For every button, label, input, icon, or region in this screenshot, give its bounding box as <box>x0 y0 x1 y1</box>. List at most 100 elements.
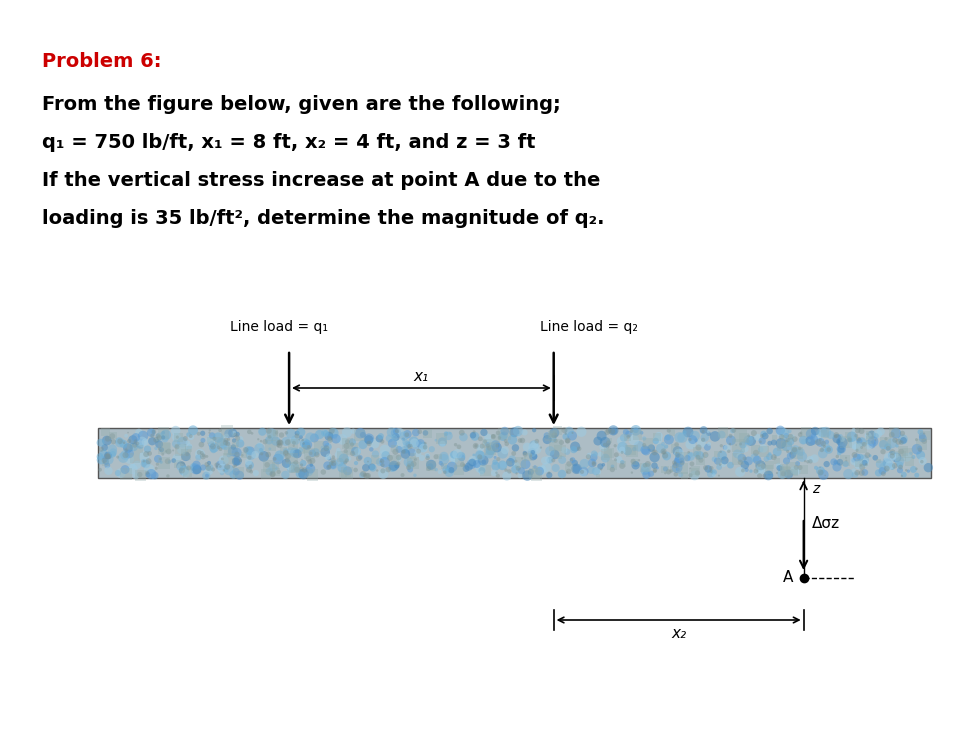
Point <box>550 425 565 437</box>
Point <box>385 462 401 473</box>
Point <box>185 424 201 436</box>
Point <box>701 426 716 437</box>
Point <box>848 441 863 453</box>
Point <box>846 424 861 436</box>
Point <box>112 435 127 447</box>
Point <box>368 453 383 465</box>
Point <box>411 445 426 457</box>
Point <box>914 430 930 442</box>
Point <box>332 456 348 468</box>
Point <box>334 451 350 463</box>
Point <box>178 451 194 462</box>
Point <box>295 434 311 446</box>
Point <box>331 449 347 461</box>
Point <box>564 453 579 465</box>
Point <box>357 469 372 481</box>
Point <box>122 448 137 459</box>
Point <box>389 425 405 437</box>
Point <box>631 454 647 466</box>
Point <box>270 437 286 449</box>
Point <box>189 464 205 476</box>
Point <box>480 439 496 451</box>
Point <box>626 434 642 446</box>
Point <box>453 451 468 462</box>
Point <box>265 462 280 474</box>
Point <box>96 447 112 459</box>
Point <box>253 444 269 456</box>
Point <box>909 443 925 455</box>
Point <box>853 451 868 463</box>
Point <box>262 434 277 446</box>
Point <box>599 448 614 460</box>
Point <box>158 429 173 441</box>
Point <box>768 455 784 467</box>
Point <box>388 426 404 437</box>
Point <box>880 458 896 470</box>
Point <box>261 425 276 437</box>
Point <box>397 444 413 456</box>
Point <box>647 451 662 463</box>
Point <box>874 465 890 477</box>
Point <box>201 457 217 469</box>
Point <box>609 449 624 461</box>
Point <box>562 462 577 473</box>
Point <box>489 440 505 451</box>
Point <box>894 437 909 448</box>
Point <box>125 441 141 453</box>
Point <box>615 458 631 470</box>
Point <box>477 436 493 448</box>
Point <box>796 434 811 446</box>
Point <box>580 451 596 463</box>
Point <box>398 437 414 448</box>
Point <box>517 459 533 470</box>
Point <box>105 430 121 442</box>
Point <box>240 456 256 468</box>
Point <box>486 440 502 452</box>
Point <box>155 431 171 443</box>
Point <box>900 451 915 463</box>
Point <box>730 440 746 451</box>
Point <box>777 465 793 477</box>
Point <box>136 459 152 470</box>
Point <box>174 465 190 476</box>
Point <box>829 461 845 473</box>
Point <box>294 453 310 465</box>
Point <box>311 441 326 453</box>
Point <box>375 465 391 477</box>
Point <box>701 463 716 475</box>
Point <box>780 445 796 457</box>
Point <box>497 429 513 441</box>
Point <box>338 445 354 457</box>
Point <box>889 451 905 463</box>
Point <box>800 456 815 467</box>
Point <box>589 466 605 478</box>
Point <box>155 448 171 460</box>
Point <box>105 446 121 458</box>
Point <box>912 426 928 438</box>
Point <box>212 436 227 448</box>
Point <box>596 441 612 453</box>
Point <box>364 461 379 473</box>
Point <box>126 452 142 464</box>
Point <box>917 429 933 441</box>
Point <box>285 438 301 450</box>
Point <box>627 456 643 468</box>
Point <box>614 442 630 454</box>
Point <box>596 459 612 470</box>
Point <box>638 462 654 473</box>
Point <box>628 424 644 436</box>
Point <box>280 460 296 472</box>
Point <box>323 458 339 470</box>
Point <box>316 466 331 478</box>
Text: Problem 6:: Problem 6: <box>42 52 162 71</box>
Point <box>856 454 871 466</box>
Point <box>527 451 543 462</box>
Point <box>773 462 789 473</box>
Point <box>662 434 677 445</box>
Point <box>242 445 258 456</box>
Point <box>492 432 508 444</box>
Point <box>713 440 729 451</box>
Point <box>138 458 154 470</box>
Point <box>305 448 320 459</box>
Point <box>220 438 235 450</box>
